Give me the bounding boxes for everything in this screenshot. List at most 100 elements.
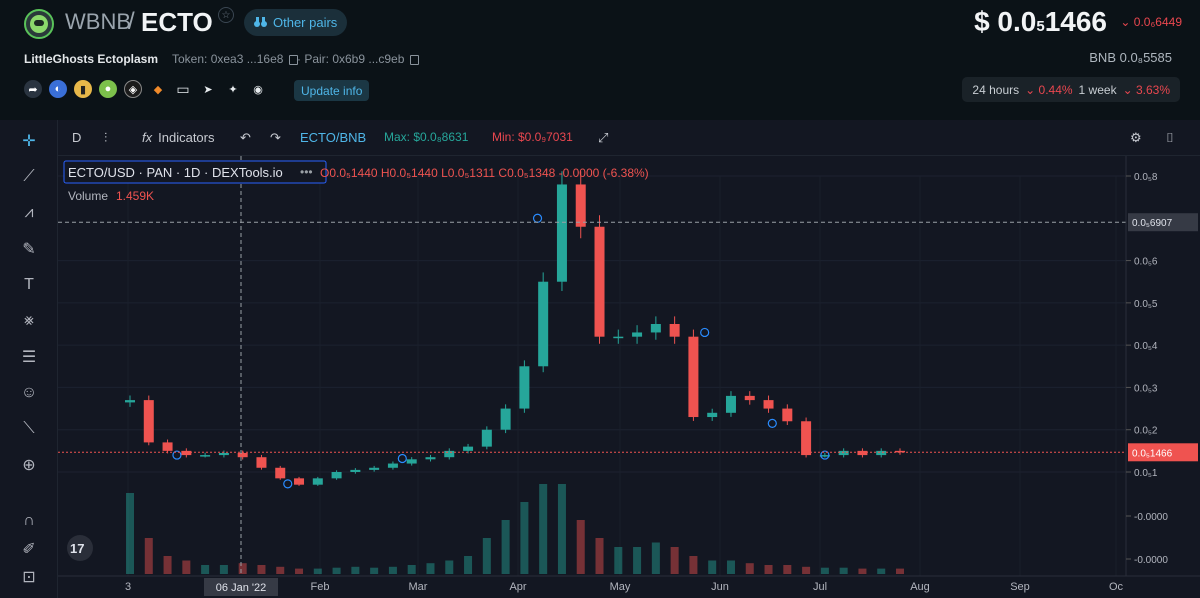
candle-body (275, 467, 286, 479)
interval-button[interactable]: D (72, 130, 82, 145)
candles (125, 171, 905, 489)
coingecko-icon[interactable]: ● (99, 80, 117, 98)
volume-bar (689, 556, 698, 574)
price-tick-label: 0.0₅8 (1134, 172, 1158, 183)
volume-bar (501, 520, 510, 574)
coinmarketcap-icon[interactable]: ◐ (49, 80, 67, 98)
time-tick-label: Feb (311, 581, 330, 593)
lock-draw-icon[interactable]: ✐ (22, 541, 36, 558)
fullscreen-icon[interactable]: ⤢ (598, 130, 609, 145)
trade-marker (397, 453, 407, 464)
price-tick-label: 0.0₅2 (1134, 426, 1158, 437)
price-changes-box: 24 hours ⌄ 0.44% 1 week ⌄ 3.63% (962, 77, 1180, 102)
copy-icon[interactable] (289, 54, 299, 65)
volume-bar (388, 566, 397, 574)
time-axis: 3 Feb Mar Apr May Jun Jul Aug Sep Oc 06 Jan '22 (58, 575, 1200, 596)
dapp-icon[interactable]: ◈ (124, 80, 142, 98)
pattern-icon[interactable]: ⨳ (24, 312, 34, 329)
social-links: ➦ ◐ ▮ ● ◈ ◆ ▭ ➤ ✦ ◉ (24, 80, 267, 98)
chart-icon[interactable]: ▮ (74, 80, 92, 98)
volume-bar (783, 565, 792, 574)
token-logo (24, 9, 54, 39)
fib-icon[interactable]: ⩘ (24, 204, 34, 221)
candle-body (556, 184, 567, 282)
volume-bar (745, 563, 754, 574)
website-icon[interactable]: ▭ (176, 80, 190, 97)
volume-bar (633, 547, 642, 574)
trendline-icon[interactable]: ⟋ (23, 168, 35, 185)
candle-body (350, 469, 361, 472)
legend-box[interactable] (63, 160, 327, 184)
candle-body (237, 452, 248, 458)
change-24h-label: 24 hours (972, 82, 1020, 97)
symbol-pair[interactable]: ECTO/BNB (300, 130, 367, 145)
volume-bars (126, 484, 904, 574)
price-subscript: 5 (1036, 18, 1045, 35)
price-change: ⌄ 0.0₆6449 (1120, 15, 1182, 29)
candle-body (387, 463, 398, 468)
token-header: WBNB / ECTO ☆ Other pairs $ 0.051466 ⌄ 0… (0, 0, 1200, 120)
text-icon[interactable]: T (24, 276, 34, 293)
share-icon[interactable]: ➦ (24, 80, 42, 98)
magnet-icon[interactable]: ∩ (23, 512, 35, 529)
metamask-icon[interactable]: ◆ (153, 83, 163, 96)
price-tick-label: 0.0₅3 (1134, 383, 1158, 394)
volume-bar (858, 568, 867, 574)
candle-body (125, 400, 135, 403)
volume-bar (370, 567, 379, 574)
candle-body (481, 429, 492, 447)
time-tick-label: May (610, 581, 631, 593)
price-chart[interactable]: 0.0₅8 0.0₅6 0.0₅5 0.0₅4 0.0₅3 0.0₅2 0.0₅1 -0.00… (58, 156, 1200, 598)
emoji-icon[interactable]: ☺ (20, 384, 38, 401)
volume-tick-label: -0.0000 (1134, 512, 1168, 523)
volume-bar (708, 560, 717, 574)
candle-body (425, 457, 436, 460)
candle-body (725, 395, 736, 413)
token-name: LittleGhosts Ectoplasm (24, 52, 159, 66)
other-pairs-button[interactable]: Other pairs (244, 9, 348, 36)
volume-bar (595, 538, 604, 574)
update-info-button[interactable]: Update info (294, 80, 370, 101)
volume-tick-label: -0.0000 (1134, 555, 1168, 566)
volume-bar (182, 560, 191, 574)
prediction-icon[interactable]: ☰ (21, 349, 37, 366)
volume-bar (614, 547, 623, 574)
volume-bar (201, 565, 210, 574)
telegram-icon[interactable]: ➤ (203, 83, 213, 96)
price-tick-label: 0.0₅1 (1134, 468, 1158, 479)
redo-icon[interactable]: ↷ (270, 130, 281, 145)
change-1w-value: ⌄ 3.63% (1122, 82, 1170, 97)
volume-bar (764, 565, 773, 574)
time-tick-label: 3 (125, 581, 131, 593)
volume-bar (276, 566, 285, 574)
volume-value: 1.459K (116, 189, 154, 203)
price-tick-label: 0.0₅5 (1134, 299, 1158, 310)
indicators-button[interactable]: fx Indicators (142, 130, 215, 145)
trade-marker (172, 450, 182, 460)
trade-marker (820, 450, 830, 460)
lock-icon[interactable]: ⊡ (22, 569, 36, 586)
legend-more-icon[interactable]: ••• (300, 165, 313, 179)
favorite-star-icon[interactable]: ☆ (218, 7, 234, 23)
camera-icon[interactable]: ⌷ (1166, 130, 1174, 145)
twitter-icon[interactable]: ✦ (228, 83, 238, 96)
zoom-in-icon[interactable]: ⊕ (22, 457, 36, 474)
candle-type-icon[interactable]: ⫶ (104, 130, 108, 145)
discord-icon[interactable]: ◉ (253, 83, 263, 96)
crosshair-icon[interactable]: ✛ (22, 133, 36, 150)
brush-icon[interactable]: ✎ (22, 241, 36, 258)
candle-body (200, 455, 211, 457)
candle-body (876, 450, 887, 456)
undo-icon[interactable]: ↶ (240, 130, 251, 145)
tradingview-logo-text: 17 (70, 541, 84, 556)
volume-bar (896, 568, 904, 574)
settings-icon[interactable]: ⚙ (1130, 130, 1142, 145)
volume-bar (839, 567, 848, 574)
ruler-icon[interactable]: ⟍ (23, 420, 35, 437)
candle-body (444, 450, 455, 458)
volume-bar (238, 563, 247, 574)
volume-bar (126, 493, 134, 574)
crosshair-price-box (1128, 213, 1198, 232)
copy-icon[interactable] (410, 54, 420, 65)
candle-body (143, 400, 154, 443)
